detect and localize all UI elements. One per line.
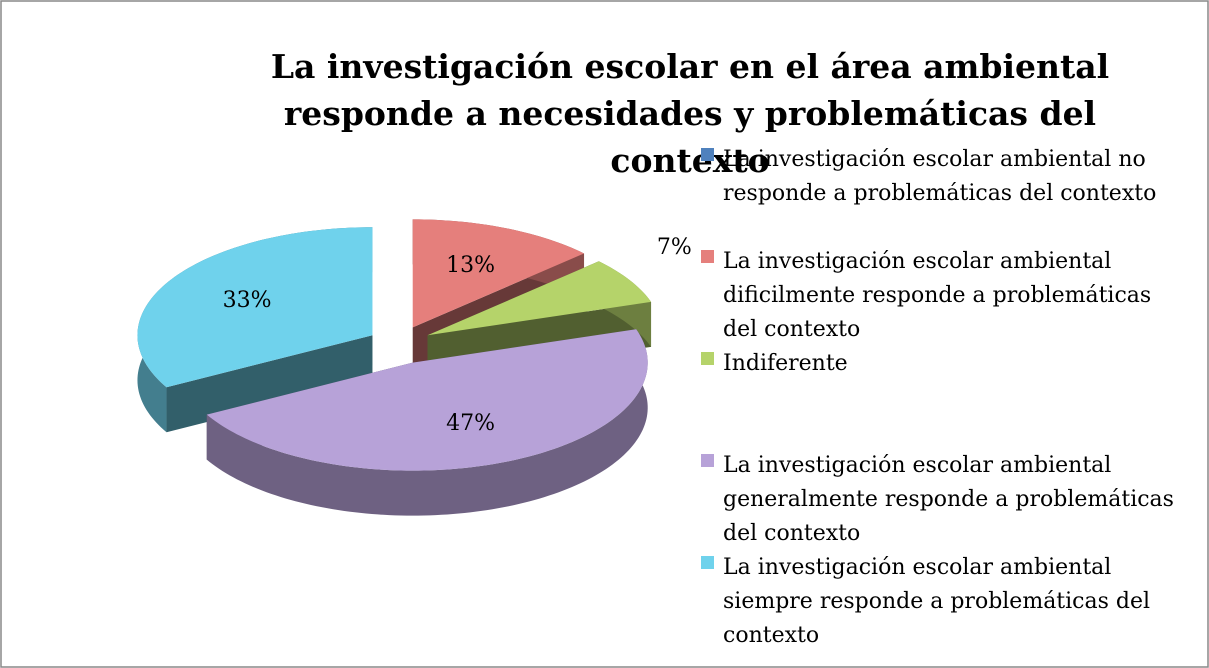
legend-swatch <box>701 556 714 569</box>
chart-title: La investigación escolar en el área ambi… <box>271 47 1109 180</box>
legend-swatch <box>701 454 714 467</box>
legend-label: La investigación escolar ambiental no res… <box>723 147 1156 206</box>
data-label: 7% <box>657 235 692 260</box>
legend-label: La investigación escolar ambiental siempr… <box>723 555 1150 648</box>
slice-side <box>166 335 373 433</box>
legend-swatch <box>701 250 714 263</box>
slice-top <box>206 329 648 471</box>
slice <box>206 329 648 516</box>
legend-label: La investigación escolar ambiental difici… <box>723 249 1151 342</box>
data-label: 13% <box>446 253 495 278</box>
legend-swatch <box>701 352 714 365</box>
data-label: 33% <box>223 288 272 313</box>
slice-wall <box>206 329 648 516</box>
slice-top <box>412 219 585 328</box>
slice-top <box>137 227 373 388</box>
legend-swatch <box>701 148 714 161</box>
slice <box>137 227 373 433</box>
data-label: 47% <box>446 411 495 436</box>
slice-top <box>427 261 652 336</box>
legend-label: Indiferente <box>723 351 848 376</box>
legend-label: La investigación escolar ambiental genera… <box>723 453 1174 546</box>
